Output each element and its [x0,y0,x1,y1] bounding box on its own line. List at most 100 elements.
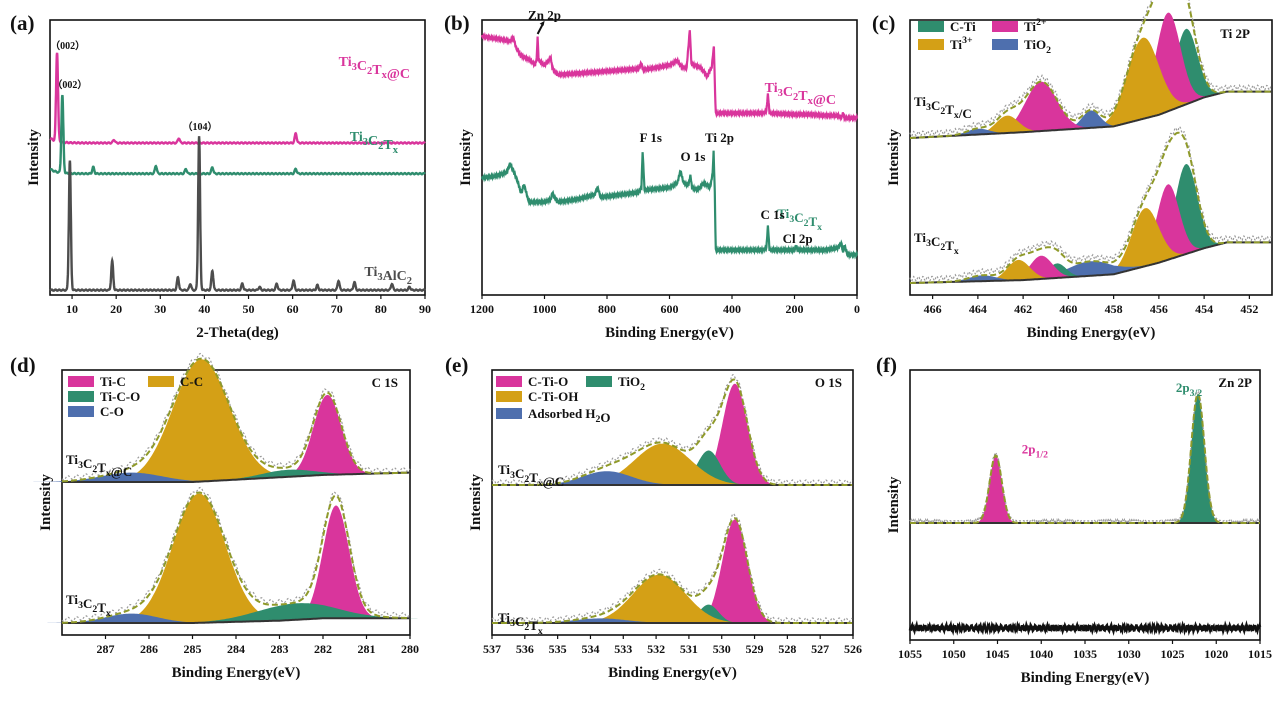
x-tick-label: 400 [723,302,741,316]
x-tick-label: 281 [358,642,376,656]
label-part: C [83,596,92,611]
label-part: 3 [778,88,783,99]
legend-swatch [496,391,522,402]
x-tick-label: 458 [1105,302,1123,316]
series-label: Ti3C2Tx [350,130,399,156]
legend-label: C-Ti [950,19,976,34]
y-axis-title: Intensity [886,129,902,186]
x-tick-label: 284 [227,642,245,656]
label-part: 3 [926,238,931,249]
peak-annotation: C 1s [761,207,785,222]
component-peak [1128,184,1208,271]
component-peak [668,450,749,485]
x-tick-label: 466 [924,302,942,316]
legend-label: C-O [100,404,124,419]
peak-annotation: 2p1/2 [1022,442,1048,461]
label-part: x [393,145,399,156]
label-part: 2 [804,218,809,229]
label-part: x [106,468,111,479]
x-tick-label: 531 [680,642,698,656]
legend-label: C-Ti-OH [528,389,578,404]
legend-label: TiO2 [618,374,645,393]
peak-annotation: Cl 2p [783,231,813,246]
label-part: x [808,96,814,107]
panel-label: (b) [444,11,470,35]
series-line [49,52,426,145]
label-part: 2 [524,474,529,485]
x-tick-label: 534 [581,642,599,656]
label-part: 2 [92,604,97,615]
x-tick-label: 535 [549,642,567,656]
label-part: C [931,234,940,249]
legend-swatch [148,376,174,387]
component-peak [1174,394,1221,523]
label-part: 3 [78,600,83,611]
label-part: 2 [378,141,383,152]
label-part: T [529,618,538,633]
legend-swatch [68,406,94,417]
panel-f: 1055 1050 1045 1040 1035 1030 1025 1020 1015 Bind… [876,353,1272,686]
x-tick-label: 286 [140,642,158,656]
component-peak [102,359,301,482]
x-axis-title: Binding Energy(eV) [605,325,734,341]
label-part: x [382,70,388,81]
x-tick-label: 50 [243,302,255,316]
series-label: Ti3C2Tx [66,592,111,619]
label-part: 2 [940,242,945,253]
label-part: @C [387,67,410,82]
component-peak [985,81,1097,135]
component-peak [1011,259,1171,281]
component-peak [691,519,779,623]
y-axis-title: Intensity [458,129,474,186]
series-label: Ti3C2Tx@C [765,81,836,108]
legend-swatch [992,39,1018,50]
series-label: Ti3C2Tx@C [339,55,410,82]
plot-frame [909,19,1273,296]
peak-annotation: （002） [52,78,87,91]
panel-title: Ti 2P [1220,26,1250,41]
component-peak [278,394,377,478]
raw-data [909,125,1272,283]
peak-annotation: F 1s [640,130,662,145]
y-axis-title: Intensity [468,474,484,531]
background-line [62,471,410,483]
label-part: TiO [1024,37,1046,52]
plot-frame [491,369,854,636]
label-part: C [368,134,378,149]
x-tick-label: 287 [97,642,115,656]
component-peak [967,115,1047,135]
label-part: 3 [510,470,515,481]
x-tick-label: 533 [614,642,632,656]
label-part: x [817,222,822,233]
label-part: 2 [940,106,945,117]
legend-label: Adsorbed H2O [528,406,611,425]
x-tick-label: 526 [844,642,862,656]
component-peak [107,493,291,623]
legend-label: Ti2+ [1024,17,1047,34]
series-label: Ti3C2Tx [498,610,543,637]
label-part: 3/2 [1190,388,1203,399]
x-tick-label: 90 [419,302,431,316]
x-tick-label: 60 [287,302,299,316]
series-label: Ti3C2Tx@C [498,462,564,489]
x-axis-title: Binding Energy(eV) [172,665,301,681]
series-line [49,136,426,293]
component-peak [1087,37,1199,128]
component-peak [567,574,752,623]
x-tick-label: 1020 [1204,647,1228,661]
label-part: C [794,210,803,225]
label-part: C [931,98,940,113]
label-part: 2 [524,622,529,633]
x-tick-label: 1015 [1248,647,1272,661]
component-peak [691,383,779,485]
x-tick-label: 282 [314,642,332,656]
panel-label: (e) [445,353,468,377]
x-tick-label: 600 [661,302,679,316]
x-tick-label: 527 [811,642,829,656]
legend-swatch [586,376,612,387]
series-label: Ti3C2Tx/C [914,94,972,121]
x-tick-label: 1025 [1161,647,1185,661]
label-part: T [97,460,106,475]
panel-title: O 1S [815,375,842,390]
